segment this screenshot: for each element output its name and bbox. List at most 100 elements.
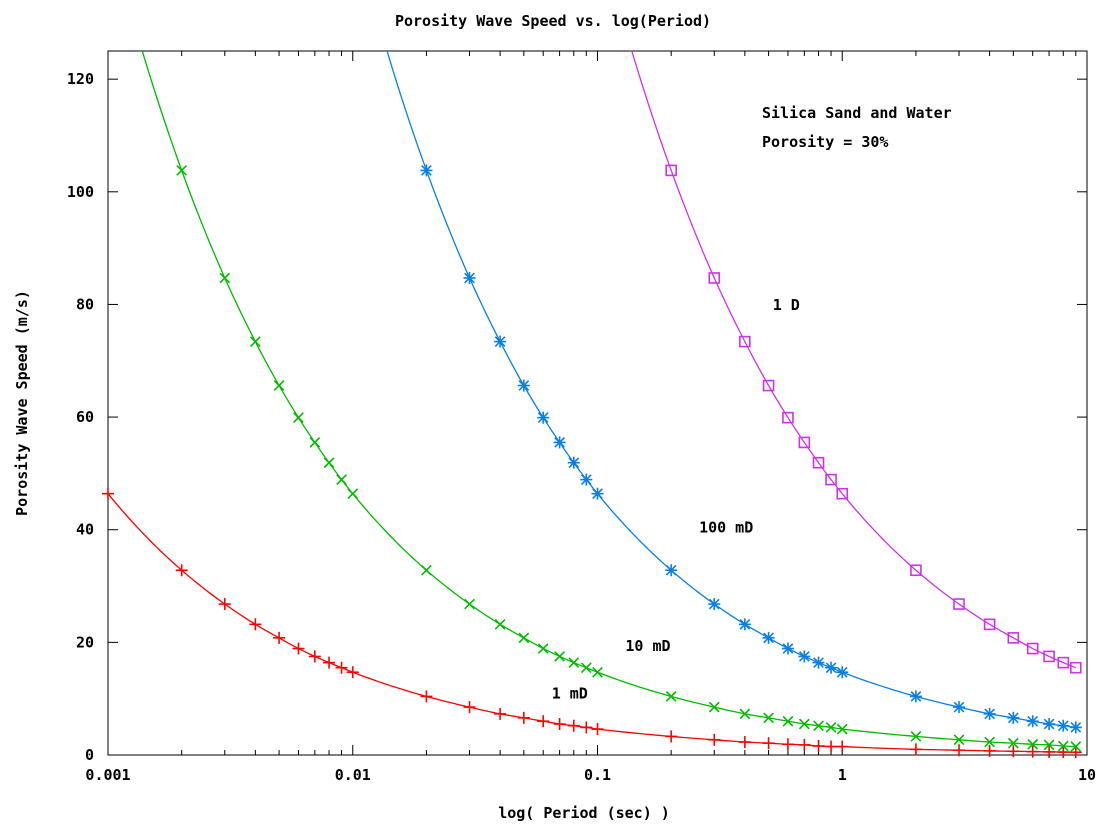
data-point [708,598,721,611]
data-point [273,631,286,644]
data-point [798,650,811,663]
curve-label: 1 mD [552,685,588,703]
curve-label: 10 mD [625,637,670,655]
data-point [1057,740,1069,752]
data-point [984,736,995,748]
data-point [665,691,677,702]
data-point [335,661,348,674]
data-point [665,564,678,577]
data-point [1026,745,1039,758]
data-point [1043,739,1055,751]
series-line-100-md [386,51,1076,729]
data-point [763,712,774,724]
data-point [463,701,476,714]
data-point [494,335,507,348]
data-point [836,666,849,679]
data-point [798,738,811,751]
data-point [812,656,825,669]
data-point [782,411,794,424]
data-point [421,564,432,576]
data-point [463,271,476,284]
y-axis-ticks: 0 20 40 60 80 100 120 [67,70,1087,764]
data-point [812,456,825,469]
curve-label: 1 D [773,296,800,314]
data-point [708,701,720,713]
data-point [175,564,188,577]
x-tick-label: 1 [838,766,847,784]
data-point [249,336,261,347]
data-point [953,744,966,757]
data-point [1007,632,1020,644]
series-1-md [102,487,1082,759]
data-point [346,666,359,679]
y-tick-label: 80 [76,295,94,313]
data-point [1057,746,1070,759]
data-point [293,412,304,424]
data-point [309,437,321,448]
data-point [592,666,603,678]
y-tick-label: 60 [76,408,94,426]
y-tick-label: 20 [76,633,94,651]
data-point [494,618,506,630]
data-point [273,380,285,391]
y-tick-label: 100 [67,183,94,201]
data-point [708,733,721,746]
data-point [554,651,565,662]
data-point [738,736,751,749]
data-point [553,718,566,731]
data-point [580,662,592,674]
data-point [910,731,922,742]
annotation-material: Silica Sand and Water [762,104,952,122]
curve-labels: 1 mD 10 mD 100 mD 1 D [552,296,800,703]
data-point [781,642,794,655]
data-point [1070,661,1082,674]
annotation-porosity: Porosity = 30% [762,133,888,151]
data-point [537,411,550,424]
data-point [568,657,580,669]
data-point [1026,642,1039,655]
data-point [762,379,775,392]
data-point [781,738,794,751]
data-point [836,740,849,753]
data-point [1070,741,1082,752]
y-tick-label: 0 [85,746,94,764]
data-point [580,721,593,734]
data-point [323,656,336,669]
y-tick-label: 40 [76,521,94,539]
data-point [517,379,530,392]
data-point [762,737,775,750]
data-point [983,618,996,631]
series-line-1-md [108,493,1076,753]
data-point [1007,711,1020,724]
curve-label: 100 mD [699,519,753,537]
data-point [292,642,305,655]
data-point [1026,715,1039,728]
data-point [738,618,751,631]
series-line-1-d [631,51,1077,669]
x-tick-label: 0.1 [584,766,611,784]
data-point [102,487,114,500]
data-point [1043,650,1055,663]
data-point [953,598,965,610]
x-axis-label: log( Period (sec) ) [498,804,670,822]
x-tick-label: 10 [1078,766,1096,784]
series-line-10-md [141,51,1076,748]
data-point [537,643,549,654]
series-1-d [631,51,1082,674]
data-point [464,598,475,610]
data-point [798,718,810,730]
data-point [218,598,231,611]
data-point [494,707,507,720]
data-point [517,711,530,724]
data-point [323,457,335,469]
data-point [1043,745,1056,758]
data-point [708,272,721,284]
data-point [665,730,678,743]
plot-frame [107,50,1088,756]
data-point [219,272,231,284]
data-point [1027,738,1039,750]
data-point [591,487,604,500]
series-layer [102,51,1082,759]
data-point [1007,745,1020,758]
